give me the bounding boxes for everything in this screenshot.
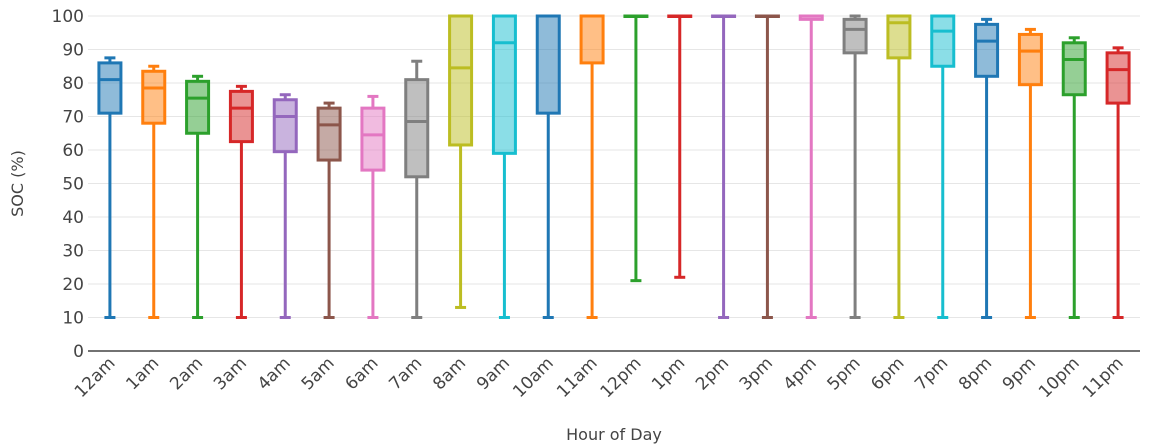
box-iqr <box>886 14 912 60</box>
x-tick-label: 11am <box>553 353 602 402</box>
box-3am[interactable] <box>228 84 254 319</box>
x-tick-label: 10am <box>509 353 558 402</box>
x-tick-label: 6am <box>342 353 383 394</box>
box-iqr <box>579 14 605 65</box>
box-7am[interactable] <box>404 59 430 319</box>
y-tick-label: 80 <box>62 74 84 94</box>
box-iqr <box>1017 32 1043 87</box>
box-1am[interactable] <box>141 64 167 319</box>
x-tick-label: 5am <box>298 353 339 394</box>
x-tick-label: 6pm <box>867 353 908 394</box>
y-tick-label: 90 <box>62 41 84 61</box>
y-tick-labels: 0 10 20 30 40 50 60 70 80 90 100 <box>52 7 84 362</box>
box-iqr <box>448 14 474 147</box>
box-5am[interactable] <box>316 101 342 319</box>
x-tick-label: 7am <box>385 353 426 394</box>
y-tick-label: 70 <box>62 108 84 128</box>
x-tick-label: 4pm <box>780 353 821 394</box>
x-tick-label: 10pm <box>1035 353 1084 402</box>
y-axis-title: SOC (%) <box>8 150 27 217</box>
box-iqr <box>97 61 123 115</box>
y-tick-label: 100 <box>52 7 84 27</box>
box-6pm[interactable] <box>886 14 912 319</box>
box-11am[interactable] <box>579 14 605 319</box>
y-tick-label: 10 <box>62 309 84 329</box>
box-12pm[interactable] <box>623 14 649 283</box>
box-1pm[interactable] <box>667 14 693 279</box>
box-iqr <box>535 14 561 115</box>
x-tick-label: 4am <box>254 353 295 394</box>
x-tick-label: 2am <box>166 353 207 394</box>
y-tick-label: 30 <box>62 242 84 262</box>
box-4pm[interactable] <box>798 14 824 319</box>
x-tick-label: 11pm <box>1079 353 1128 402</box>
x-tick-label: 1pm <box>648 353 689 394</box>
x-tick-label: 1am <box>122 353 163 394</box>
box-iqr <box>974 22 1000 78</box>
box-9pm[interactable] <box>1017 27 1043 319</box>
y-tick-label: 40 <box>62 208 84 228</box>
grid-lines <box>88 15 1140 318</box>
box-5pm[interactable] <box>842 14 868 319</box>
box-iqr <box>141 69 167 125</box>
x-tick-label: 3pm <box>736 353 777 394</box>
x-tick-labels: 12am 1am 2am 3am 4am 5am 6am 7am 8am 9am10am11am1… <box>71 353 1128 402</box>
box-iqr <box>228 89 254 144</box>
box-12am[interactable] <box>97 56 123 319</box>
box-iqr <box>360 106 386 172</box>
box-9am[interactable] <box>491 14 517 319</box>
box-6am[interactable] <box>360 94 386 319</box>
box-iqr <box>491 14 517 155</box>
box-iqr <box>404 78 430 179</box>
box-8pm[interactable] <box>974 17 1000 319</box>
x-tick-label: 7pm <box>911 353 952 394</box>
y-tick-label: 0 <box>73 342 84 362</box>
box-2pm[interactable] <box>711 14 737 319</box>
box-iqr <box>272 98 298 154</box>
x-tick-label: 5pm <box>823 353 864 394</box>
box-iqr <box>1105 51 1131 105</box>
box-iqr <box>316 106 342 162</box>
box-iqr <box>1061 41 1087 97</box>
box-iqr <box>842 17 868 55</box>
box-7pm[interactable] <box>930 14 956 319</box>
x-tick-label: 9pm <box>999 353 1040 394</box>
y-tick-label: 50 <box>62 175 84 195</box>
y-tick-label: 60 <box>62 141 84 161</box>
x-tick-label: 3am <box>210 353 251 394</box>
box-3pm[interactable] <box>754 14 780 319</box>
box-10am[interactable] <box>535 14 561 319</box>
box-series <box>97 14 1131 319</box>
box-2am[interactable] <box>185 74 211 319</box>
box-iqr <box>185 79 211 135</box>
box-10pm[interactable] <box>1061 36 1087 319</box>
box-11pm[interactable] <box>1105 46 1131 319</box>
box-4am[interactable] <box>272 93 298 319</box>
x-tick-label: 9am <box>473 353 514 394</box>
x-tick-label: 8pm <box>955 353 996 394</box>
x-tick-label: 8am <box>429 353 470 394</box>
x-tick-label: 12pm <box>597 353 646 402</box>
box-8am[interactable] <box>448 14 474 309</box>
x-axis-title: Hour of Day <box>566 425 662 444</box>
x-tick-label: 2pm <box>692 353 733 394</box>
box-iqr <box>930 14 956 68</box>
y-tick-label: 20 <box>62 275 84 295</box>
